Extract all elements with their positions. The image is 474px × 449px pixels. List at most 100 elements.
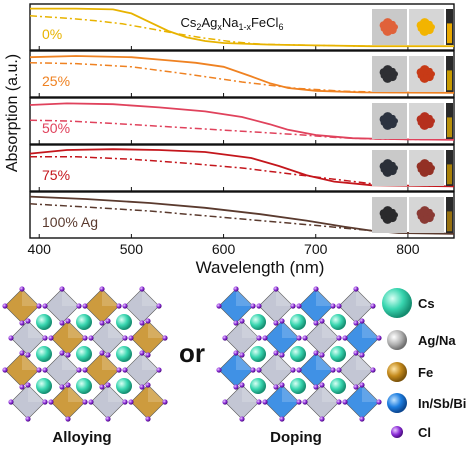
cl-atom: [216, 367, 222, 373]
panel-label: 0%: [42, 26, 62, 42]
octahedron: [122, 286, 162, 326]
cs-atom: [330, 314, 346, 330]
legend-label: Cs: [418, 296, 435, 311]
powder-grain: [419, 65, 430, 76]
cl-atom: [376, 399, 382, 405]
powder-grain: [389, 114, 396, 121]
octahedron-highlight: [322, 385, 339, 402]
cl-atom: [82, 367, 88, 373]
cl-atom: [116, 303, 122, 309]
cl-atom: [139, 286, 145, 292]
cl-atom: [82, 399, 88, 405]
sample-photo: [372, 103, 453, 139]
cl-atom: [273, 350, 279, 356]
cl-atom: [222, 335, 228, 341]
octahedron-highlight: [108, 321, 125, 338]
cl-atom: [19, 320, 25, 326]
cs-atom: [330, 346, 346, 362]
octahedron: [216, 286, 256, 326]
powder-grain: [426, 161, 433, 168]
octahedron: [42, 350, 82, 390]
cl-atom: [122, 367, 128, 373]
octahedron: [222, 318, 262, 358]
cl-atom: [359, 382, 365, 388]
cl-atom: [296, 335, 302, 341]
cl-atom: [162, 335, 168, 341]
cl-atom: [273, 384, 279, 390]
octahedron-highlight: [22, 289, 39, 306]
octahedron: [8, 382, 48, 422]
cl-atom: [162, 399, 168, 405]
powder-grain: [426, 208, 433, 215]
cs-atom: [250, 378, 266, 394]
cuvette-solution: [447, 164, 452, 185]
cl-atom: [88, 335, 94, 341]
powder-grain: [419, 206, 430, 217]
cl-atom: [105, 382, 111, 388]
octahedron: [88, 382, 128, 422]
octahedron: [128, 318, 168, 358]
absorption-chart: Absorption (a.u.) 0% 25% 50% 75% 100% Ag Cs2…: [4, 3, 455, 277]
cl-atom: [216, 303, 222, 309]
cl-atom: [353, 350, 359, 356]
cl-atom: [279, 352, 285, 358]
powder-grain: [389, 67, 396, 74]
cl-atom: [59, 350, 65, 356]
cl-atom: [233, 384, 239, 390]
cl-atom: [262, 335, 268, 341]
cl-atom: [65, 382, 71, 388]
cl-atom: [336, 399, 342, 405]
cl-atom: [122, 335, 128, 341]
cl-atom: [319, 416, 325, 422]
cs-atom: [76, 378, 92, 394]
cl-atom: [290, 367, 296, 373]
octahedron-highlight: [316, 353, 333, 370]
cl-atom: [302, 399, 308, 405]
cl-atom: [296, 367, 302, 373]
cl-atom: [25, 318, 31, 324]
legend-item: Cl: [391, 425, 431, 440]
cl-atom: [256, 367, 262, 373]
cl-atom: [353, 320, 359, 326]
octahedron: [82, 350, 122, 390]
cl-atom: [296, 399, 302, 405]
powder-grain: [426, 20, 433, 27]
cl-atom: [336, 303, 342, 309]
octahedron-highlight: [322, 321, 339, 338]
sample-photo: [372, 150, 453, 186]
octahedron-highlight: [148, 321, 165, 338]
cuvette-solution: [447, 70, 452, 91]
spectrum-panel: 75%: [29, 144, 455, 192]
panel-label: 75%: [42, 167, 70, 183]
cl-atom: [99, 286, 105, 292]
octahedron-highlight: [282, 321, 299, 338]
cl-atom: [313, 350, 319, 356]
octahedron-highlight: [242, 385, 259, 402]
cs-atom: [116, 346, 132, 362]
spectrum-panel: 0%: [29, 3, 455, 51]
cl-atom: [330, 303, 336, 309]
cl-atom: [273, 286, 279, 292]
cl-atom: [36, 367, 42, 373]
octahedron-highlight: [142, 289, 159, 306]
octahedron: [302, 318, 342, 358]
cl-atom: [145, 416, 151, 422]
cl-atom: [359, 352, 365, 358]
cl-atom: [99, 384, 105, 390]
legend-item: Cs: [382, 288, 435, 318]
alloying-structure: [2, 286, 168, 422]
octahedron: [42, 286, 82, 326]
cl-atom: [256, 335, 262, 341]
cl-atom: [25, 382, 31, 388]
x-tick-label: 800: [396, 241, 420, 257]
cl-atom: [250, 367, 256, 373]
octahedron-highlight: [142, 353, 159, 370]
powder-grain: [419, 18, 430, 29]
legend-atom-icon: [387, 393, 407, 413]
octahedron-highlight: [242, 321, 259, 338]
powder-grain: [426, 67, 433, 74]
cl-atom: [19, 286, 25, 292]
cl-atom: [116, 367, 122, 373]
legend-atom-icon: [387, 362, 407, 382]
